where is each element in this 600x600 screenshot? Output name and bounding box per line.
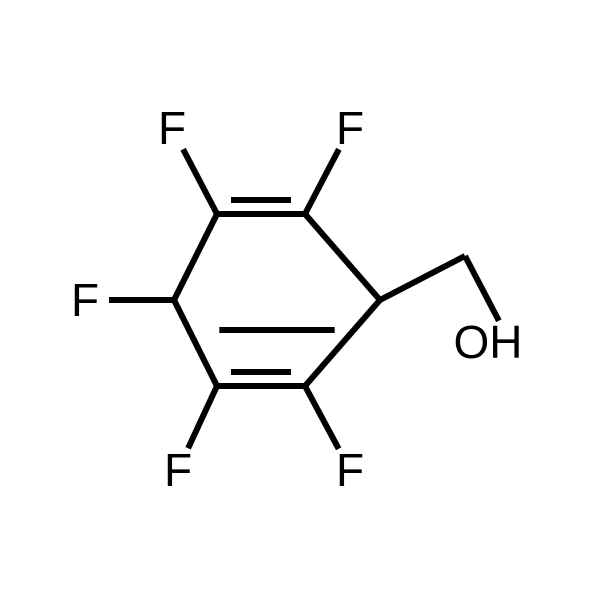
bond	[305, 149, 339, 214]
bond	[380, 256, 465, 300]
bond	[305, 300, 380, 386]
atom-label-o: OH	[454, 316, 523, 368]
bond	[305, 214, 380, 300]
bond	[465, 256, 499, 321]
bond	[174, 214, 217, 300]
bond	[305, 386, 339, 449]
bond	[183, 149, 217, 214]
atom-label-f3: F	[158, 102, 186, 154]
bonds-layer	[109, 149, 499, 449]
atom-label-f6: F	[336, 444, 364, 496]
atom-label-f4: F	[71, 274, 99, 326]
bond	[174, 300, 217, 386]
molecule-diagram: F F F F F OH	[0, 0, 600, 600]
atom-label-f5: F	[164, 444, 192, 496]
atom-label-f2: F	[336, 102, 364, 154]
bond	[188, 386, 217, 448]
